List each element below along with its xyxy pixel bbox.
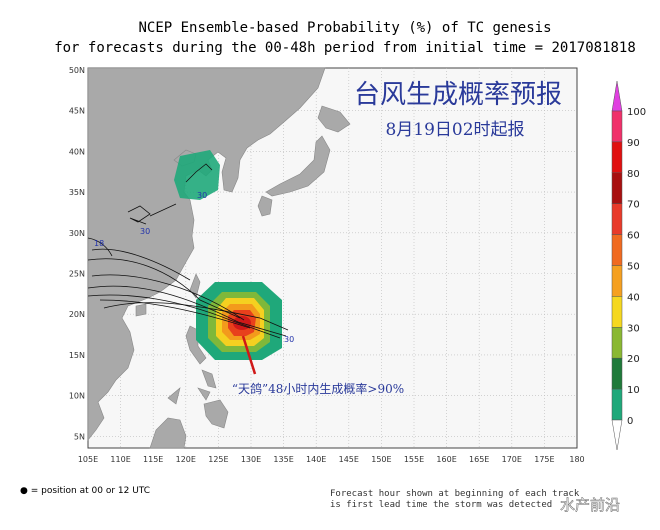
borneo bbox=[149, 417, 187, 449]
lat-label: 30N bbox=[69, 229, 85, 238]
kyushu bbox=[257, 195, 273, 217]
track bbox=[87, 237, 113, 257]
colorbar-segment bbox=[611, 296, 623, 328]
pointer-arrow bbox=[241, 335, 257, 375]
lat-label: 40N bbox=[69, 147, 85, 156]
lat-label: 25N bbox=[69, 270, 85, 279]
lon-label: 120E bbox=[176, 455, 196, 464]
track bbox=[87, 258, 241, 319]
lon-label: 145E bbox=[339, 455, 359, 464]
colorbar-segment bbox=[611, 110, 623, 143]
track-label: 30 bbox=[197, 191, 207, 200]
lat-label: 20N bbox=[69, 310, 85, 319]
track-label: 30 bbox=[140, 227, 150, 236]
track-label: 18 bbox=[94, 239, 104, 248]
lat-label: 15N bbox=[69, 351, 85, 360]
lat-label: 45N bbox=[69, 107, 85, 116]
tracks bbox=[87, 163, 289, 339]
taiwan bbox=[189, 273, 201, 299]
track bbox=[103, 302, 289, 331]
colorbar-segment bbox=[611, 327, 623, 359]
track bbox=[127, 203, 177, 225]
lat-label: 35N bbox=[69, 188, 85, 197]
colorbar-segment bbox=[611, 265, 623, 297]
colorbar-segment bbox=[611, 388, 623, 421]
lon-label: 135E bbox=[273, 455, 293, 464]
track bbox=[91, 274, 245, 321]
visayas bbox=[197, 369, 217, 401]
colorbar-segment bbox=[611, 357, 623, 390]
lon-label: 165E bbox=[469, 455, 489, 464]
lon-label: 130E bbox=[241, 455, 261, 464]
probability-field bbox=[174, 150, 282, 360]
hokkaido bbox=[317, 105, 351, 133]
colorbar-label: 70 bbox=[627, 200, 640, 211]
colorbar-label: 50 bbox=[627, 262, 640, 273]
colorbar-top bbox=[611, 80, 623, 112]
overlay-title: 台风生成概率预报 bbox=[354, 80, 562, 110]
track bbox=[99, 299, 251, 329]
colorbar-label: 40 bbox=[627, 292, 640, 303]
lon-label: 110E bbox=[110, 455, 130, 464]
lon-label: 170E bbox=[502, 455, 522, 464]
track bbox=[87, 285, 287, 337]
colorbar-segment bbox=[611, 172, 623, 204]
colorbar-bottom bbox=[611, 419, 623, 451]
subtitle: for forecasts during the 00-48h period f… bbox=[54, 40, 636, 56]
watermark: 水产前沿 bbox=[560, 496, 620, 514]
title: NCEP Ensemble-based Probability (%) of T… bbox=[138, 20, 551, 36]
map bbox=[87, 67, 578, 449]
mindanao bbox=[203, 399, 229, 429]
hainan bbox=[135, 303, 147, 317]
lat-label: 50N bbox=[69, 66, 85, 75]
prob-region-north bbox=[174, 150, 220, 200]
colorbar-segment bbox=[611, 141, 623, 174]
colorbar-segment bbox=[611, 234, 623, 266]
lon-label: 175E bbox=[534, 455, 554, 464]
colorbar-label: 20 bbox=[627, 354, 640, 365]
track bbox=[87, 294, 281, 339]
lon-label: 160E bbox=[436, 455, 456, 464]
annotation: “天鸽”48小时内生成概率>90% bbox=[232, 381, 404, 396]
colorbar-segment bbox=[611, 203, 623, 235]
lon-label: 115E bbox=[143, 455, 163, 464]
colorbar-label: 10 bbox=[627, 385, 640, 396]
track bbox=[91, 248, 191, 281]
footer-note: Forecast hour shown at beginning of each… bbox=[330, 489, 580, 499]
lon-label: 180 bbox=[569, 455, 584, 464]
lon-label: 140E bbox=[306, 455, 326, 464]
track-label: 30 bbox=[284, 335, 294, 344]
honshu bbox=[265, 135, 331, 197]
lat-label: 5N bbox=[74, 432, 85, 441]
lon-label: 125E bbox=[208, 455, 228, 464]
lat-label: 10N bbox=[69, 392, 85, 401]
colorbar-label: 90 bbox=[627, 138, 640, 149]
footer-legend: ● = position at 00 or 12 UTC bbox=[20, 486, 150, 496]
lon-label: 155E bbox=[404, 455, 424, 464]
colorbar-label: 0 bbox=[627, 416, 633, 427]
lon-label: 150E bbox=[371, 455, 391, 464]
colorbar-label: 80 bbox=[627, 169, 640, 180]
track bbox=[185, 163, 213, 183]
overlay-issued: 8月19日02时起报 bbox=[385, 120, 524, 140]
footer-note: is first lead time the storm was detecte… bbox=[330, 500, 552, 510]
palawan bbox=[167, 387, 181, 405]
lon-label: 105E bbox=[78, 455, 98, 464]
colorbar-label: 60 bbox=[627, 231, 640, 242]
colorbar-label: 100 bbox=[627, 107, 646, 118]
colorbar-label: 30 bbox=[627, 323, 640, 334]
